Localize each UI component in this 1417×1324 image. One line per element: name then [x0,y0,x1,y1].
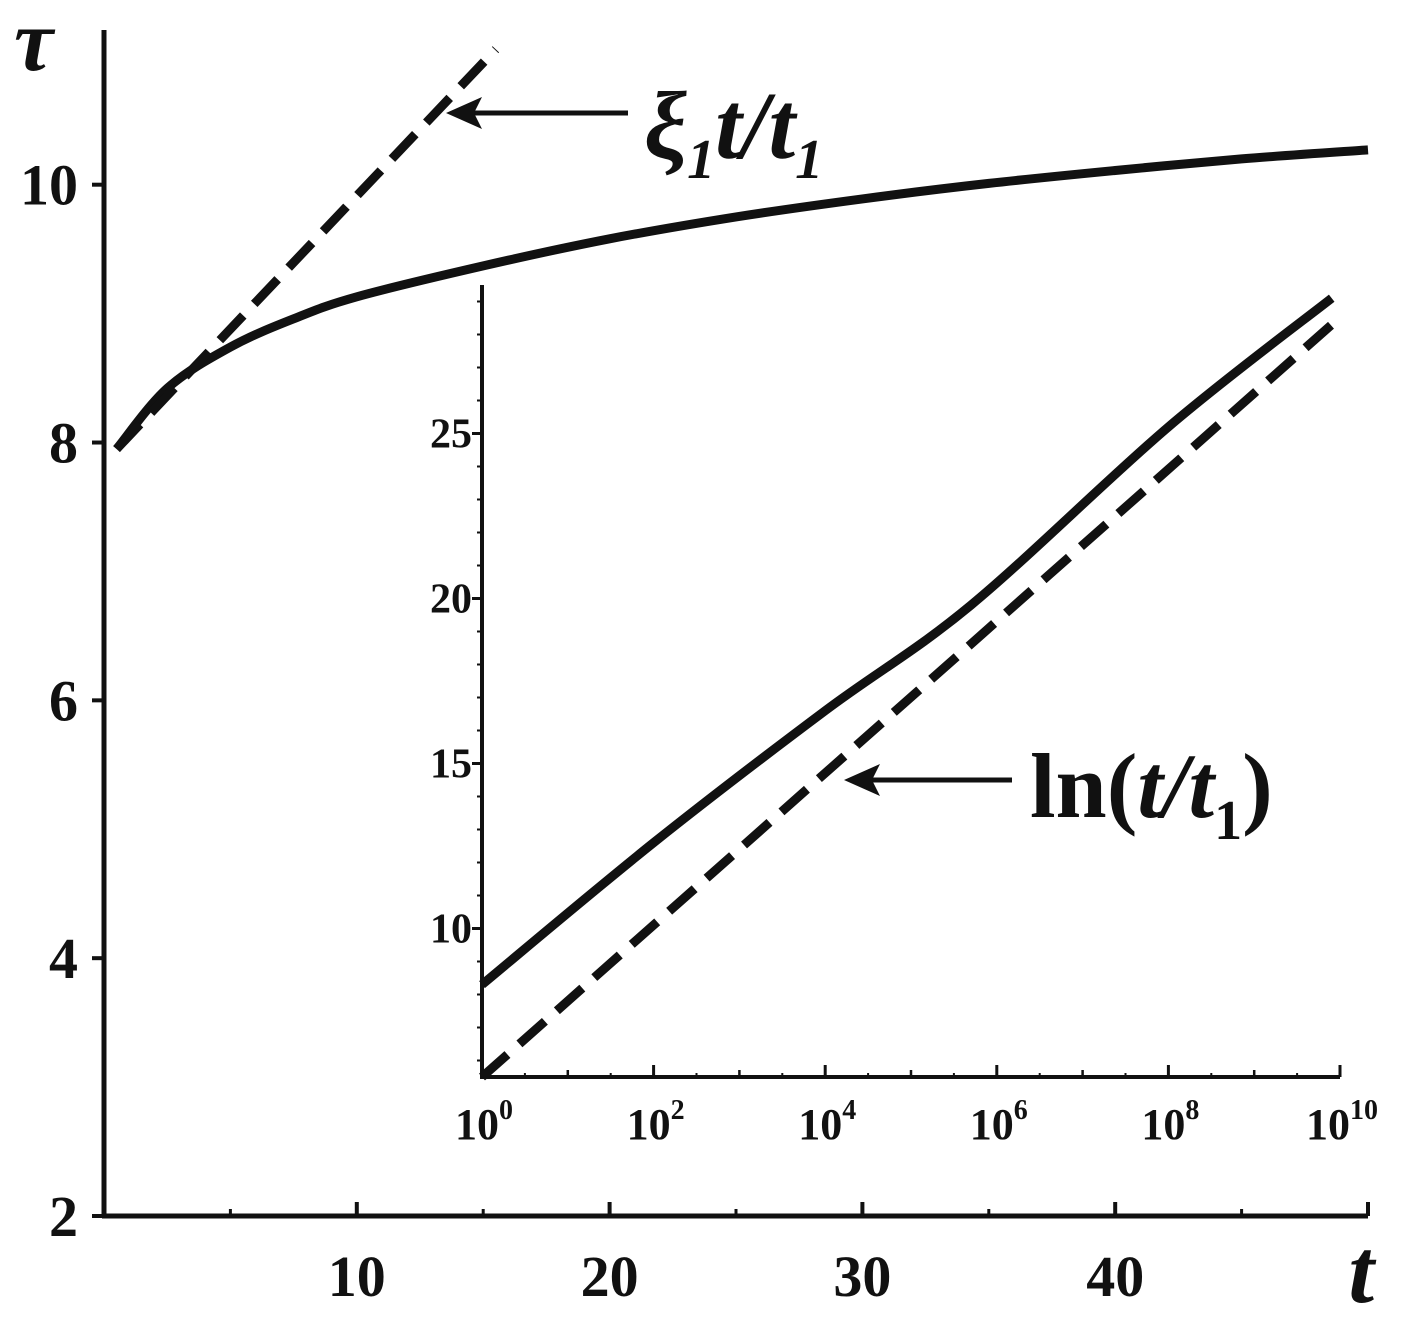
inset-series-line-dashed [479,321,1335,1081]
main-plot: 10 20 30 40 2 4 6 8 10 t τ ξ1t/t1 [14,0,1376,1322]
x-tick-label: 10 [328,1244,386,1309]
x-tick-label: 30 [833,1244,891,1309]
inset-y-tick-label: 15 [430,742,472,788]
inset-y-tick-label: 10 [430,907,472,953]
series-line-dashed [113,46,500,453]
y-tick-label: 4 [49,926,78,991]
y-axis-label: τ [14,0,56,90]
inset-y-tick-label: 25 [430,412,472,458]
inset-x-tick-label: 1010 [1306,1095,1378,1149]
annotation-arrow-head [446,97,482,129]
inset-x-tick-label: 100 [455,1095,513,1149]
inset-series-line-solid [479,294,1335,989]
inset-annotation-arrow-head [844,764,880,796]
inset-annotation-label: ln(t/t1) [1030,735,1273,852]
inset-x-tick-label: 106 [970,1095,1028,1149]
x-tick-label: 40 [1086,1244,1144,1309]
inset-y-tick-label: 20 [430,577,472,623]
inset-x-tick-label: 102 [627,1095,685,1149]
x-tick-label: 20 [581,1244,639,1309]
annotation-label: ξ1t/t1 [644,72,823,191]
x-axis-label: t [1348,1220,1376,1322]
inset-x-tick-label: 108 [1141,1095,1199,1149]
y-tick-label: 2 [49,1184,78,1249]
y-tick-label: 6 [49,668,78,733]
inset-x-tick-label: 104 [798,1095,856,1149]
series-line-solid [113,145,1369,452]
y-tick-label: 8 [49,411,78,476]
y-tick-label: 10 [20,153,78,218]
